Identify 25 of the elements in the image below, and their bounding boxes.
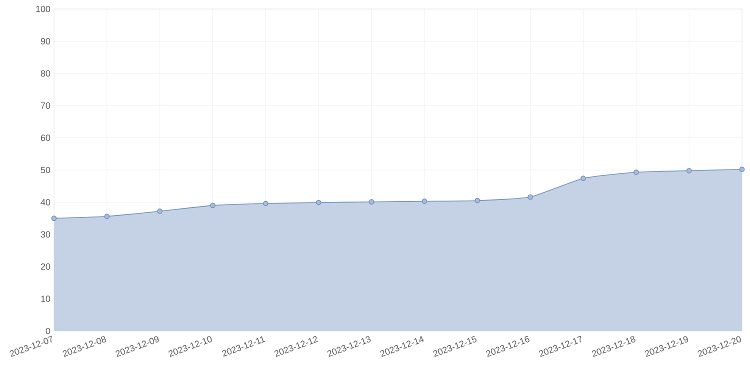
y-tick-label: 100 [36,6,50,12]
point [528,194,534,200]
y-tick-label: 60 [40,134,50,141]
point [686,168,692,174]
point [368,199,374,205]
y-tick-label: 0 [46,328,50,334]
point [263,200,268,206]
y-tick-label: 40 [40,199,50,206]
point [633,170,639,175]
point [157,208,163,214]
y-tick-label: 50 [40,166,50,174]
y-tick-label: 90 [40,38,50,44]
point [51,216,57,221]
y-tick-label: 80 [40,70,50,77]
point [422,198,428,204]
point [474,198,480,204]
point [104,214,110,220]
y-tick-label: 70 [40,102,50,109]
y-tick-label: 20 [40,263,50,270]
point [739,166,745,172]
point [316,200,322,206]
y-tick-label: 30 [40,231,50,238]
point [580,176,586,182]
point [210,202,216,208]
y-tick-label: 10 [41,296,50,302]
